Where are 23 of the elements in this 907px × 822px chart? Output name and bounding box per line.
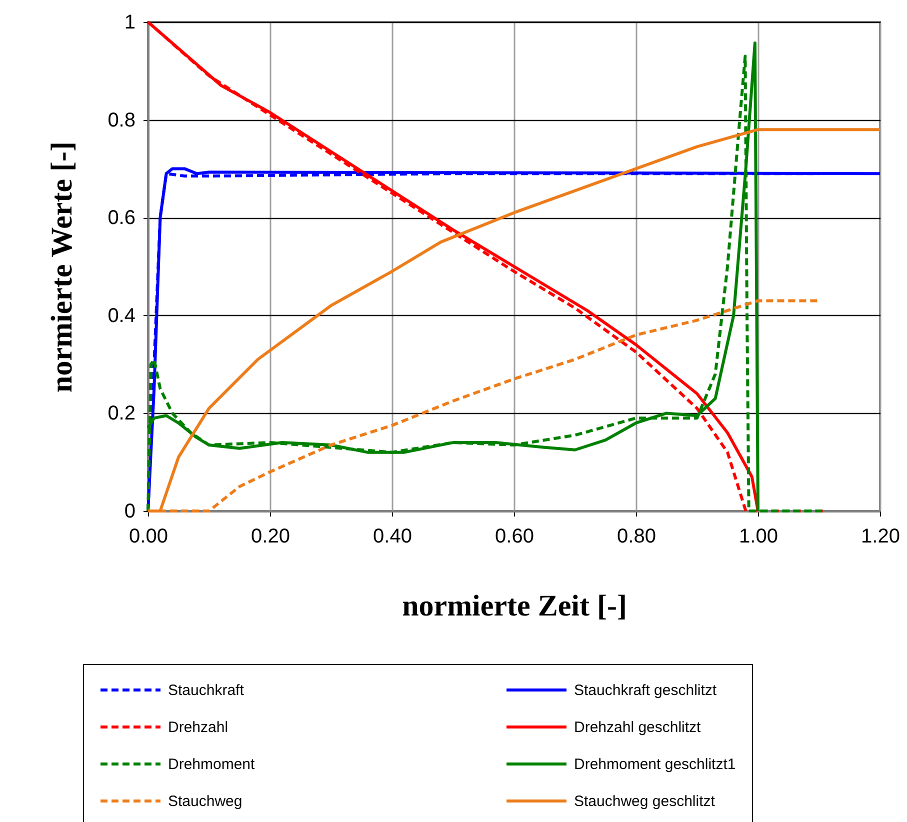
legend-label: Stauchkraft geschlitzt bbox=[574, 682, 718, 699]
y-tick-label: 0.6 bbox=[108, 207, 136, 230]
legend-label: Drehzahl bbox=[168, 719, 228, 736]
x-tick-label: 0.80 bbox=[617, 526, 656, 548]
y-tick-label: 0 bbox=[124, 500, 136, 522]
legend-label: Stauchweg geschlitzt bbox=[574, 793, 716, 810]
y-tick-label: 0.2 bbox=[108, 402, 136, 425]
legend-label: Drehmoment geschlitzt1 bbox=[574, 756, 736, 773]
y-tick-label: 1 bbox=[124, 12, 136, 34]
y-axis-title: normierte Werte [-] bbox=[46, 142, 79, 392]
x-tick-label: 0.20 bbox=[251, 526, 290, 548]
legend-label: Drehzahl geschlitzt bbox=[574, 719, 702, 736]
x-tick-label: 0.40 bbox=[373, 526, 412, 548]
y-tick-label: 0.4 bbox=[108, 304, 136, 327]
y-tick-label: 0.8 bbox=[108, 109, 136, 132]
x-tick-label: 1.00 bbox=[739, 526, 778, 548]
x-axis-title: normierte Zeit [-] bbox=[402, 590, 627, 622]
legend-label: Stauchweg bbox=[168, 793, 242, 810]
legend-label: Stauchkraft bbox=[168, 682, 245, 699]
x-tick-label: 0.60 bbox=[495, 526, 534, 548]
x-tick-label: 1.20 bbox=[861, 526, 900, 548]
x-tick-label: 0.00 bbox=[129, 526, 168, 548]
legend-label: Drehmoment bbox=[168, 756, 256, 773]
